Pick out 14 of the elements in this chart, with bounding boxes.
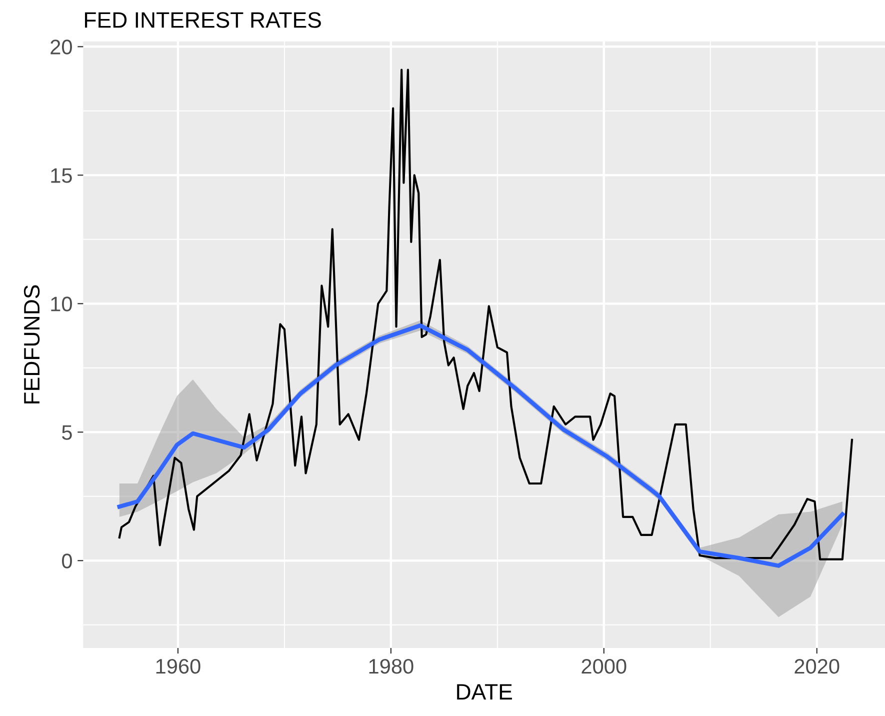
x-axis-title: DATE	[457, 684, 512, 700]
y-tick-label: 20	[50, 40, 72, 54]
chart-title: FED INTEREST RATES	[85, 12, 321, 28]
y-tick-label: 0	[62, 554, 72, 568]
x-tick-label: 2020	[794, 658, 840, 674]
y-tick-label: 15	[51, 168, 72, 183]
x-tick-label: 1980	[369, 658, 414, 674]
line-series	[118, 68, 854, 560]
y-tick-label: 10	[51, 296, 72, 312]
line-series	[117, 323, 844, 568]
x-tick-label: 1960	[156, 658, 200, 674]
y-axis-title: FEDFUNDS	[24, 285, 40, 404]
y-tick-label: 5	[62, 425, 72, 440]
x-tick-label: 2000	[582, 658, 626, 674]
